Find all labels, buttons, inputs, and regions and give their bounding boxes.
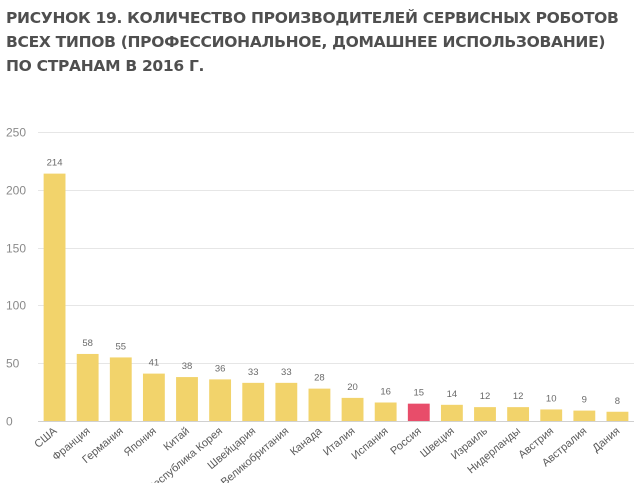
value-label: 9 xyxy=(582,395,587,406)
y-tick-label: 200 xyxy=(6,184,26,198)
bar xyxy=(308,388,331,421)
y-axis: 0 50 100 150 200 250 xyxy=(6,126,26,429)
value-labels: 214 58 55 41 38 36 33 33 28 20 16 15 14 12 12 10 9 8 xyxy=(47,158,620,407)
bar xyxy=(275,382,298,421)
value-label: 214 xyxy=(47,158,63,169)
bar xyxy=(606,411,629,421)
bar xyxy=(109,357,132,421)
chart-bars xyxy=(43,173,629,421)
bar xyxy=(540,409,563,421)
bar xyxy=(142,373,165,421)
value-label: 12 xyxy=(513,391,524,402)
value-label: 15 xyxy=(413,388,424,399)
bar xyxy=(474,407,496,421)
x-tick-label: США xyxy=(32,425,60,451)
value-label: 20 xyxy=(347,382,358,393)
y-tick-label: 0 xyxy=(6,415,13,429)
bar xyxy=(507,407,530,421)
value-label: 33 xyxy=(248,367,259,378)
x-tick-label: Дания xyxy=(590,425,622,455)
y-tick-label: 100 xyxy=(6,299,26,313)
chart-title-line-3: ПО СТРАНАМ В 2016 Г. xyxy=(6,57,205,75)
chart-title-line-2: ВСЕХ ТИПОВ (ПРОФЕССИОНАЛЬНОЕ, ДОМАШНЕЕ И… xyxy=(6,33,606,51)
value-label: 58 xyxy=(82,338,93,349)
x-tick-label: Испания xyxy=(349,425,390,462)
value-label: 38 xyxy=(182,361,193,372)
value-label: 8 xyxy=(615,396,620,407)
value-label: 41 xyxy=(149,358,160,369)
x-tick-label: Канада xyxy=(288,425,325,459)
bar xyxy=(374,402,397,421)
bar xyxy=(573,410,596,421)
chart-title: РИСУНОК 19. КОЛИЧЕСТВО ПРОИЗВОДИТЕЛЕЙ СЕ… xyxy=(6,6,626,78)
y-tick-label: 150 xyxy=(6,242,26,256)
value-label: 55 xyxy=(115,341,126,352)
bar xyxy=(76,353,99,421)
bar xyxy=(176,377,198,421)
bar xyxy=(341,397,364,421)
bar xyxy=(209,379,232,421)
value-label: 33 xyxy=(281,367,292,378)
value-label: 16 xyxy=(380,387,391,398)
value-label: 36 xyxy=(215,363,226,374)
y-tick-label: 50 xyxy=(6,357,20,371)
y-tick-label: 250 xyxy=(6,126,26,140)
value-label: 12 xyxy=(480,391,491,402)
value-label: 14 xyxy=(447,389,458,400)
bar xyxy=(242,382,265,421)
bar xyxy=(43,173,66,421)
bar xyxy=(407,403,430,421)
chart-grid xyxy=(38,132,634,422)
value-label: 10 xyxy=(546,393,557,404)
value-label: 28 xyxy=(314,373,325,384)
x-tick-label: Япония xyxy=(122,425,159,459)
bar xyxy=(440,404,463,421)
chart-title-line-1: РИСУНОК 19. КОЛИЧЕСТВО ПРОИЗВОДИТЕЛЕЙ СЕ… xyxy=(6,9,619,27)
